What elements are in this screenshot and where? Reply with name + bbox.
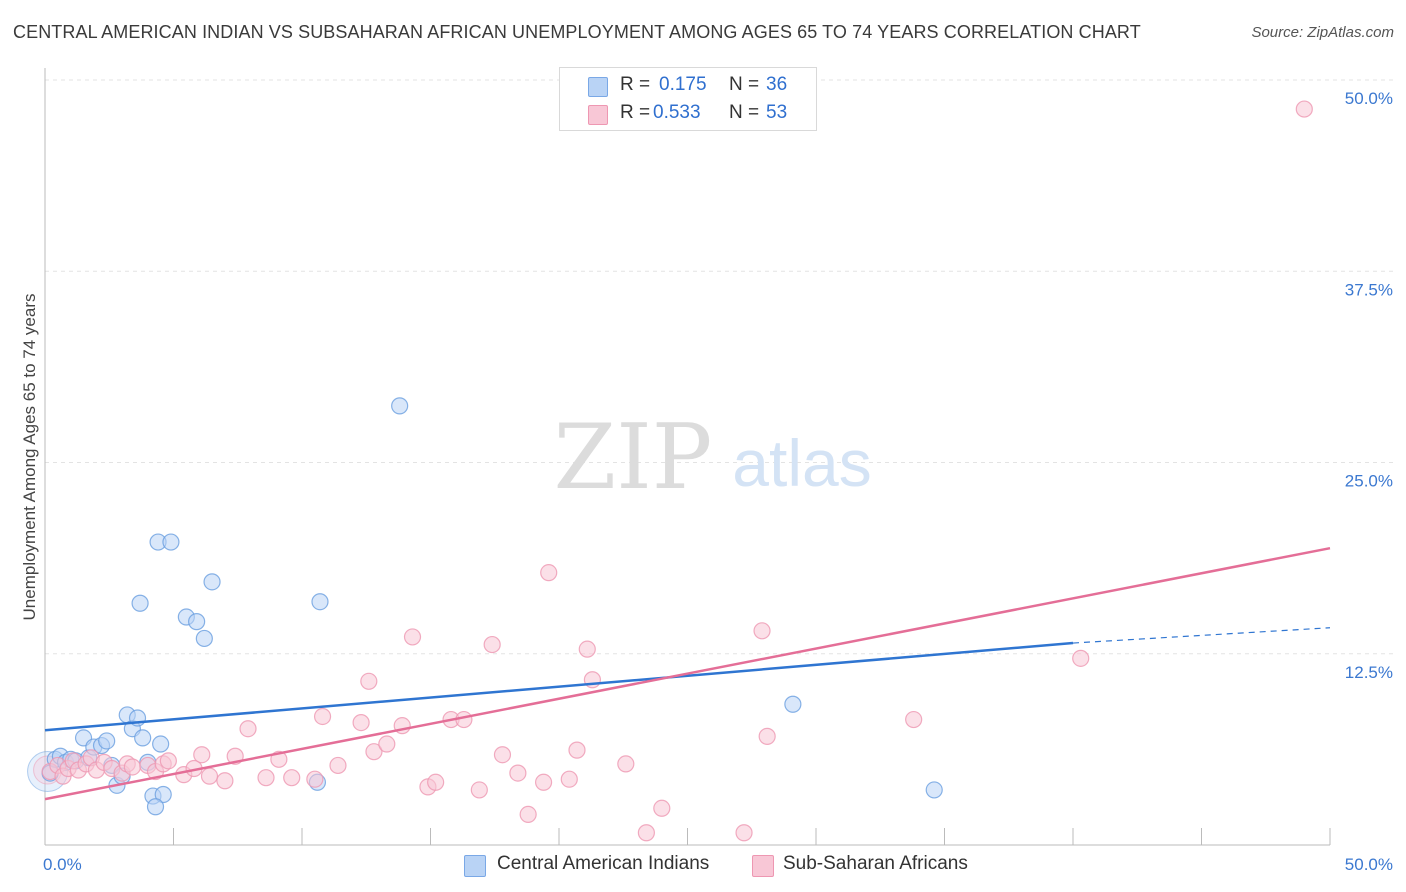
point-sub-saharan-africans: [365, 743, 383, 761]
point-sub-saharan-africans: [470, 781, 488, 799]
points: [27, 100, 1313, 842]
point-sub-saharan-africans: [560, 770, 578, 788]
point-sub-saharan-africans: [193, 746, 211, 764]
point-sub-saharan-africans: [403, 628, 422, 646]
legend-label-central-american-indians: Central American Indians: [497, 853, 710, 874]
y-tick-label: 25.0%: [1345, 472, 1393, 491]
y-tick-label: 50.0%: [1345, 89, 1393, 108]
legend-swatch-pink: [588, 105, 608, 125]
point-central-american-indians: [311, 593, 329, 611]
legend-r-label-1: R =: [620, 74, 651, 95]
source-label: Source: ZipAtlas.com: [1251, 24, 1394, 41]
point-sub-saharan-africans: [653, 799, 671, 817]
trend-line-central-american-indians: [44, 641, 1074, 732]
point-sub-saharan-africans: [378, 735, 396, 753]
legend-swatch-blue: [588, 77, 608, 97]
legend-swatch-sub-saharan-africans: [752, 855, 774, 877]
point-sub-saharan-africans: [509, 764, 527, 782]
point-sub-saharan-africans: [216, 772, 234, 790]
point-sub-saharan-africans: [352, 713, 370, 732]
y-tick-label: 12.5%: [1345, 663, 1393, 682]
trend-line-extension: [1072, 627, 1331, 644]
point-sub-saharan-africans: [534, 773, 553, 791]
legend-n-label-1: N =: [729, 74, 760, 95]
trend-line-sub-saharan-africans: [44, 546, 1331, 801]
legend-r-value-2: 0.533: [653, 102, 701, 123]
x-tick-label-min: 0.0%: [43, 855, 82, 874]
y-tick-label: 37.5%: [1345, 280, 1393, 299]
point-sub-saharan-africans: [257, 769, 275, 787]
legend-n-label-2: N =: [729, 102, 760, 123]
stats-legend: R = 0.175 N = 36 R = 0.533 N = 53: [559, 67, 817, 131]
point-central-american-indians: [98, 732, 116, 750]
point-sub-saharan-africans: [1072, 649, 1090, 667]
point-central-american-indians: [188, 613, 206, 631]
point-central-american-indians: [134, 729, 152, 747]
x-tick-label-max: 50.0%: [1345, 855, 1393, 874]
point-sub-saharan-africans: [578, 640, 596, 658]
point-sub-saharan-africans: [735, 824, 753, 842]
point-central-american-indians: [203, 573, 221, 591]
legend-n-value-1: 36: [766, 74, 788, 95]
point-central-american-indians: [925, 781, 943, 799]
point-sub-saharan-africans: [123, 758, 141, 776]
point-sub-saharan-africans: [1295, 100, 1313, 118]
point-central-american-indians: [152, 735, 170, 753]
point-central-american-indians: [784, 695, 802, 713]
point-sub-saharan-africans: [313, 707, 332, 726]
point-sub-saharan-africans: [519, 805, 537, 824]
point-sub-saharan-africans: [306, 770, 324, 788]
point-sub-saharan-africans: [758, 727, 776, 745]
axes: [44, 68, 1331, 846]
point-sub-saharan-africans: [540, 564, 558, 582]
watermark-atlas: atlas: [732, 426, 871, 500]
point-sub-saharan-africans: [637, 824, 655, 842]
legend-swatch-central-american-indians: [464, 855, 486, 877]
point-sub-saharan-africans: [617, 755, 635, 773]
point-sub-saharan-africans: [568, 741, 586, 759]
point-sub-saharan-africans: [483, 635, 501, 654]
watermark: ZIP atlas: [554, 405, 872, 510]
tick-labels: 12.5% 25.0% 37.5% 50.0% 0.0% 50.0%: [43, 89, 1393, 874]
point-central-american-indians: [154, 785, 172, 804]
point-central-american-indians: [195, 629, 213, 648]
legend-r-label-2: R =: [620, 102, 651, 123]
point-sub-saharan-africans: [905, 710, 923, 729]
gridlines: [45, 79, 1395, 655]
point-sub-saharan-africans: [200, 767, 219, 785]
point-sub-saharan-africans: [283, 769, 301, 787]
point-sub-saharan-africans: [753, 622, 771, 640]
point-central-american-indians: [162, 533, 180, 551]
point-central-american-indians: [131, 594, 149, 612]
chart-title: CENTRAL AMERICAN INDIAN VS SUBSAHARAN AF…: [13, 22, 1141, 42]
point-sub-saharan-africans: [493, 746, 512, 764]
point-central-american-indians: [146, 798, 165, 816]
legend-label-sub-saharan-africans: Sub-Saharan Africans: [783, 853, 968, 874]
series-legend: Central American Indians Sub-Saharan Afr…: [0, 851, 1406, 877]
watermark-zip: ZIP: [554, 405, 713, 510]
point-sub-saharan-africans: [427, 773, 445, 791]
legend-n-value-2: 53: [766, 102, 788, 123]
trend-lines: [44, 546, 1331, 801]
point-central-american-indians: [391, 397, 409, 415]
legend-r-value-1: 0.175: [659, 74, 707, 95]
point-sub-saharan-africans: [360, 672, 378, 690]
point-sub-saharan-africans: [159, 752, 177, 770]
point-sub-saharan-africans: [239, 720, 257, 738]
point-sub-saharan-africans: [329, 756, 347, 775]
